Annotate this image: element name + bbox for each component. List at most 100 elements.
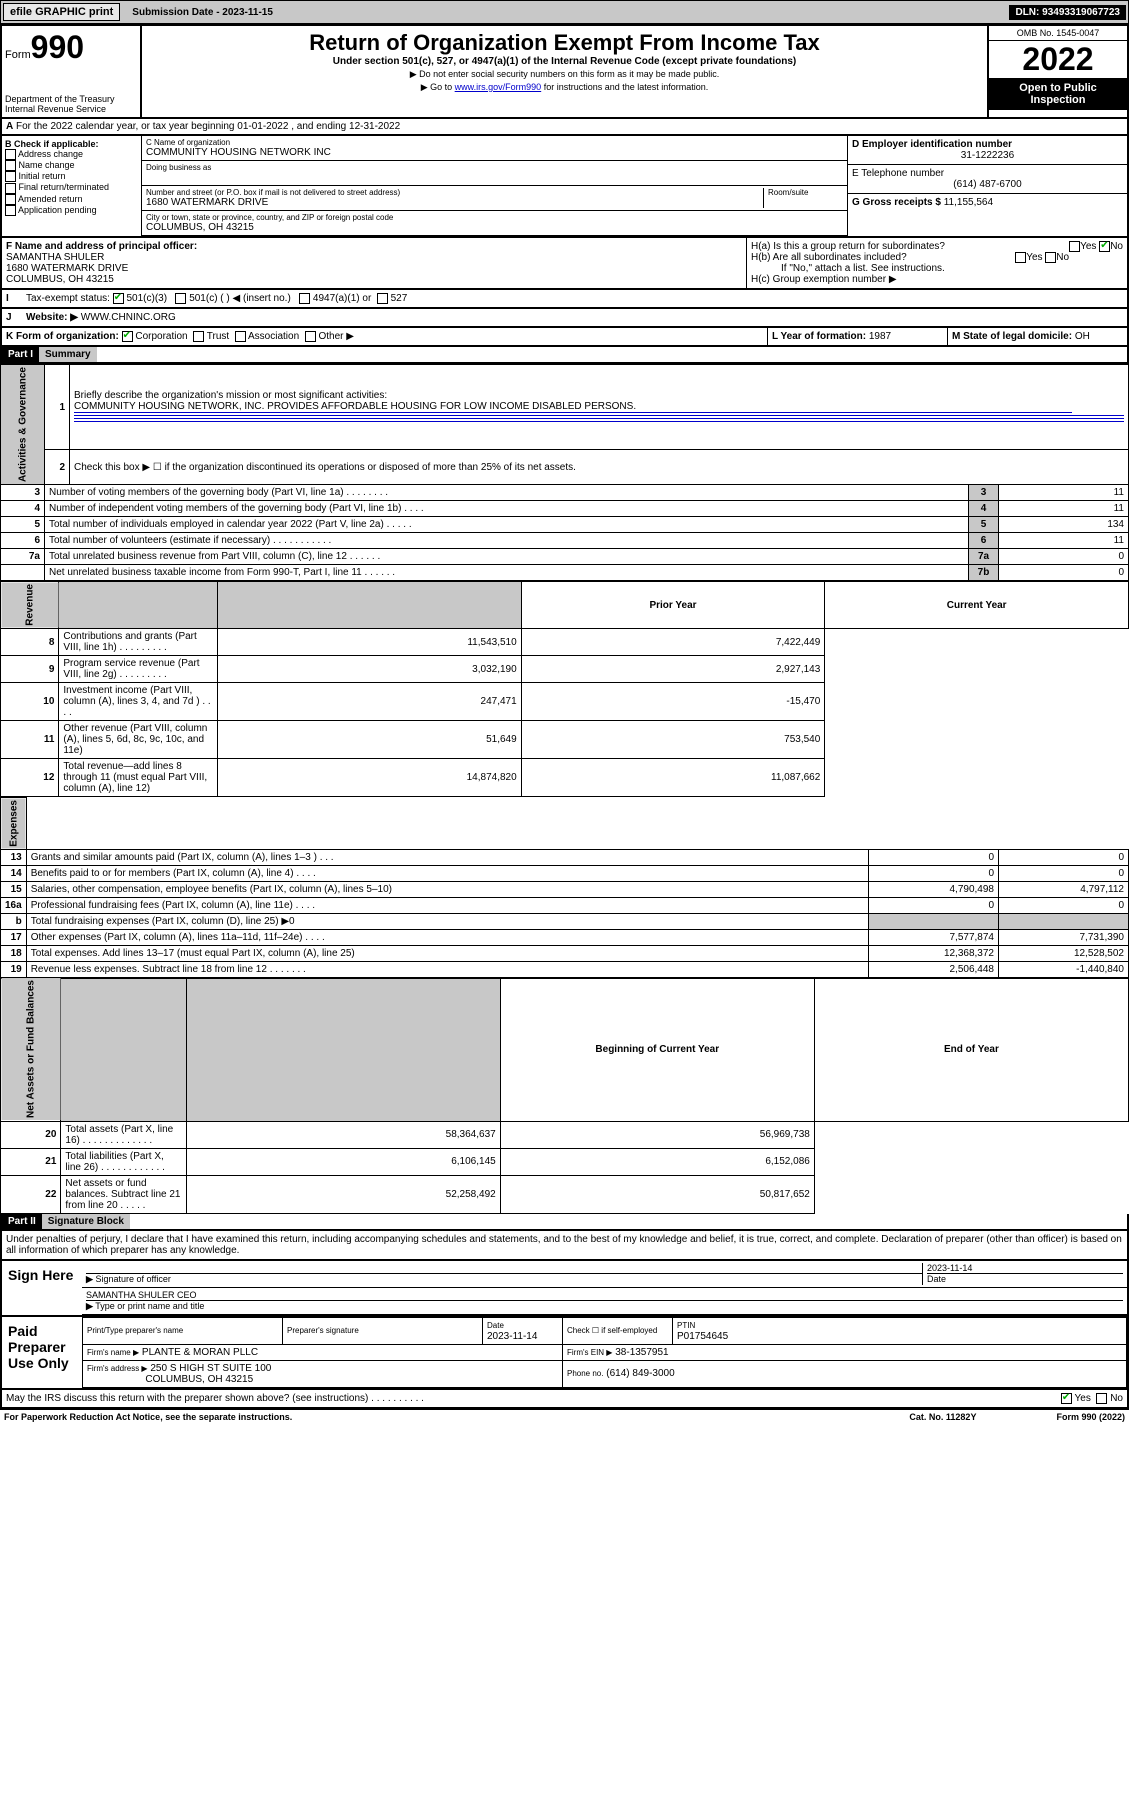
firm-ein: 38-1357951	[615, 1347, 668, 1358]
tax-year: 2022	[989, 41, 1127, 78]
row-code: 5	[969, 517, 999, 533]
efile-print-button[interactable]: efile GRAPHIC print	[3, 3, 120, 21]
f-label: F Name and address of principal officer:	[6, 241, 742, 252]
city-label: City or town, state or province, country…	[146, 213, 843, 222]
mission-text: COMMUNITY HOUSING NETWORK, INC. PROVIDES…	[74, 401, 1072, 413]
end-value: 50,817,652	[500, 1175, 814, 1213]
ptin-value: P01754645	[677, 1331, 728, 1342]
col-begin: Beginning of Current Year	[500, 978, 814, 1121]
chk-4947[interactable]	[299, 293, 310, 304]
row-num: 5	[1, 517, 45, 533]
chk-application-pending[interactable]: Application pending	[5, 205, 138, 216]
row-num: 14	[1, 865, 27, 881]
firm-phone-label: Phone no.	[567, 1369, 603, 1378]
row-value: 0	[999, 565, 1129, 581]
row-text: Contributions and grants (Part VIII, lin…	[59, 629, 218, 656]
officer-addr1: 1680 WATERMARK DRIVE	[6, 263, 742, 274]
current-value	[999, 913, 1129, 929]
row-num: b	[1, 913, 27, 929]
opt-501c3: 501(c)(3)	[126, 293, 167, 304]
dln-label: DLN: 93493319067723	[1009, 5, 1126, 20]
chk-amended-return[interactable]: Amended return	[5, 194, 138, 205]
col-end: End of Year	[814, 978, 1128, 1121]
row-num: 10	[1, 683, 59, 721]
chk-name-change[interactable]: Name change	[5, 160, 138, 171]
chk-discuss-no[interactable]	[1096, 1393, 1107, 1404]
chk-501c[interactable]	[175, 293, 186, 304]
chk-discuss-yes[interactable]	[1061, 1393, 1072, 1404]
row-text: Other revenue (Part VIII, column (A), li…	[59, 721, 218, 759]
part2-hdr: Part II	[2, 1214, 42, 1229]
row-text: Benefits paid to or for members (Part IX…	[26, 865, 868, 881]
irs-link[interactable]: www.irs.gov/Form990	[455, 82, 542, 92]
current-value: 2,927,143	[521, 656, 825, 683]
row-value: 11	[999, 533, 1129, 549]
chk-address-change[interactable]: Address change	[5, 149, 138, 160]
side-revenue: Revenue	[1, 582, 59, 629]
opt-other: Other ▶	[318, 331, 353, 342]
chk-527[interactable]	[377, 293, 388, 304]
side-expenses: Expenses	[1, 798, 27, 850]
opt-4947: 4947(a)(1) or	[313, 293, 371, 304]
row-num	[1, 565, 45, 581]
prior-value: 7,577,874	[869, 929, 999, 945]
prep-date: 2023-11-14	[487, 1331, 537, 1342]
current-value: 0	[999, 849, 1129, 865]
prior-value: 2,506,448	[869, 961, 999, 977]
firm-addr-label: Firm's address ▶	[87, 1364, 148, 1373]
side-net: Net Assets or Fund Balances	[1, 978, 61, 1121]
row-text: Total liabilities (Part X, line 26) . . …	[61, 1148, 186, 1175]
row-code: 6	[969, 533, 999, 549]
chk-initial-return[interactable]: Initial return	[5, 171, 138, 182]
chk-assoc[interactable]	[235, 331, 246, 342]
form-label: Form	[5, 49, 31, 61]
prior-value: 0	[869, 865, 999, 881]
opt-501c: 501(c) ( ) ◀ (insert no.)	[189, 293, 291, 304]
begin-value: 52,258,492	[186, 1175, 500, 1213]
row-text: Total number of volunteers (estimate if …	[45, 533, 969, 549]
self-emp-label: Check ☐ if self-employed	[567, 1326, 657, 1335]
c-label: C Name of organization	[146, 138, 843, 147]
phone-value: (614) 487-6700	[852, 179, 1123, 190]
row-value: 0	[999, 549, 1129, 565]
row-num: 17	[1, 929, 27, 945]
q2-text: Check this box ▶ ☐ if the organization d…	[70, 450, 1129, 485]
prior-value: 14,874,820	[218, 759, 522, 797]
officer-type-label: Type or print name and title	[95, 1301, 204, 1311]
a-line: A For the 2022 calendar year, or tax yea…	[0, 119, 1129, 136]
officer-name: SAMANTHA SHULER	[6, 252, 742, 263]
chk-corp[interactable]	[122, 331, 133, 342]
prep-name-label: Print/Type preparer's name	[87, 1326, 183, 1335]
paid-preparer-label: Paid Preparer Use Only	[2, 1317, 82, 1388]
row-code: 7b	[969, 565, 999, 581]
officer-name-title: SAMANTHA SHULER CEO	[86, 1290, 1123, 1301]
chk-final-return[interactable]: Final return/terminated	[5, 182, 138, 193]
row-value: 11	[999, 485, 1129, 501]
current-value: 0	[999, 865, 1129, 881]
opt-527: 527	[391, 293, 408, 304]
firm-city: COLUMBUS, OH 43215	[145, 1374, 253, 1385]
begin-value: 6,106,145	[186, 1148, 500, 1175]
row-text: Program service revenue (Part VIII, line…	[59, 656, 218, 683]
room-label: Room/suite	[768, 188, 843, 197]
row-text: Investment income (Part VIII, column (A)…	[59, 683, 218, 721]
row-num: 21	[1, 1148, 61, 1175]
chk-trust[interactable]	[193, 331, 204, 342]
ptin-label: PTIN	[677, 1321, 695, 1330]
discuss-text: May the IRS discuss this return with the…	[6, 1393, 424, 1404]
submission-date: Submission Date - 2023-11-15	[124, 7, 281, 18]
footer-mid: Cat. No. 11282Y	[909, 1412, 976, 1422]
chk-other[interactable]	[305, 331, 316, 342]
org-city: COLUMBUS, OH 43215	[146, 222, 843, 233]
row-num: 12	[1, 759, 59, 797]
prior-value	[869, 913, 999, 929]
org-name: COMMUNITY HOUSING NETWORK INC	[146, 147, 843, 158]
prior-value: 0	[869, 897, 999, 913]
prior-value: 3,032,190	[218, 656, 522, 683]
current-value: 12,528,502	[999, 945, 1129, 961]
col-prior: Prior Year	[521, 582, 825, 629]
note-goto-a: ▶ Go to	[421, 82, 455, 92]
chk-501c3[interactable]	[113, 293, 124, 304]
current-value: 7,422,449	[521, 629, 825, 656]
i-label: Tax-exempt status:	[26, 293, 110, 304]
